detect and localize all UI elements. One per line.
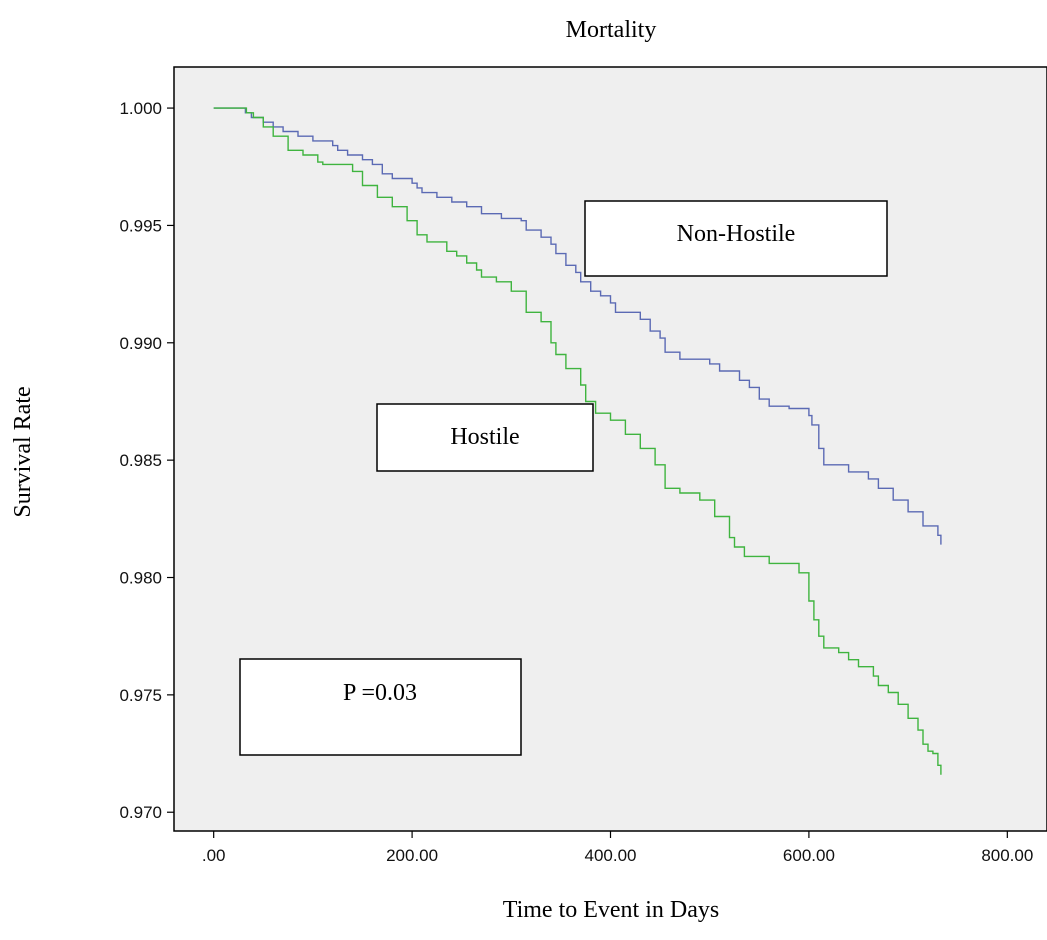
chart-title: Mortality: [566, 17, 657, 43]
non-hostile-label-box: Non-Hostile: [584, 200, 888, 277]
p-value-label: P =0.03: [343, 680, 417, 706]
non-hostile-label: Non-Hostile: [677, 221, 796, 247]
x-axis: .00 200.00 400.00 600.00 800.00: [202, 831, 1033, 865]
y-tick-label: 0.995: [119, 216, 162, 235]
x-tick-label: .00: [202, 846, 226, 865]
series-layer: [213, 107, 942, 775]
p-value-box: P =0.03: [239, 658, 522, 756]
y-tick-label: 0.980: [119, 569, 162, 588]
y-tick-label: 0.985: [119, 451, 162, 470]
hostile-label: Hostile: [450, 424, 519, 450]
y-tick-label: 1.000: [119, 99, 162, 118]
y-axis: 1.000 0.995 0.990 0.985 0.980 0.975 0.970: [119, 99, 174, 822]
x-axis-title: Time to Event in Days: [503, 897, 719, 923]
x-tick-label: 200.00: [386, 846, 438, 865]
y-axis-title: Survival Rate: [10, 386, 36, 517]
y-tick-label: 0.975: [119, 686, 162, 705]
x-tick-label: 800.00: [981, 846, 1033, 865]
x-tick-label: 600.00: [783, 846, 835, 865]
series-line-non-hostile: [213, 107, 942, 545]
y-tick-label: 0.970: [119, 803, 162, 822]
hostile-label-box: Hostile: [376, 403, 594, 472]
series-line-hostile: [213, 107, 942, 775]
y-tick-label: 0.990: [119, 334, 162, 353]
x-tick-label: 400.00: [585, 846, 637, 865]
